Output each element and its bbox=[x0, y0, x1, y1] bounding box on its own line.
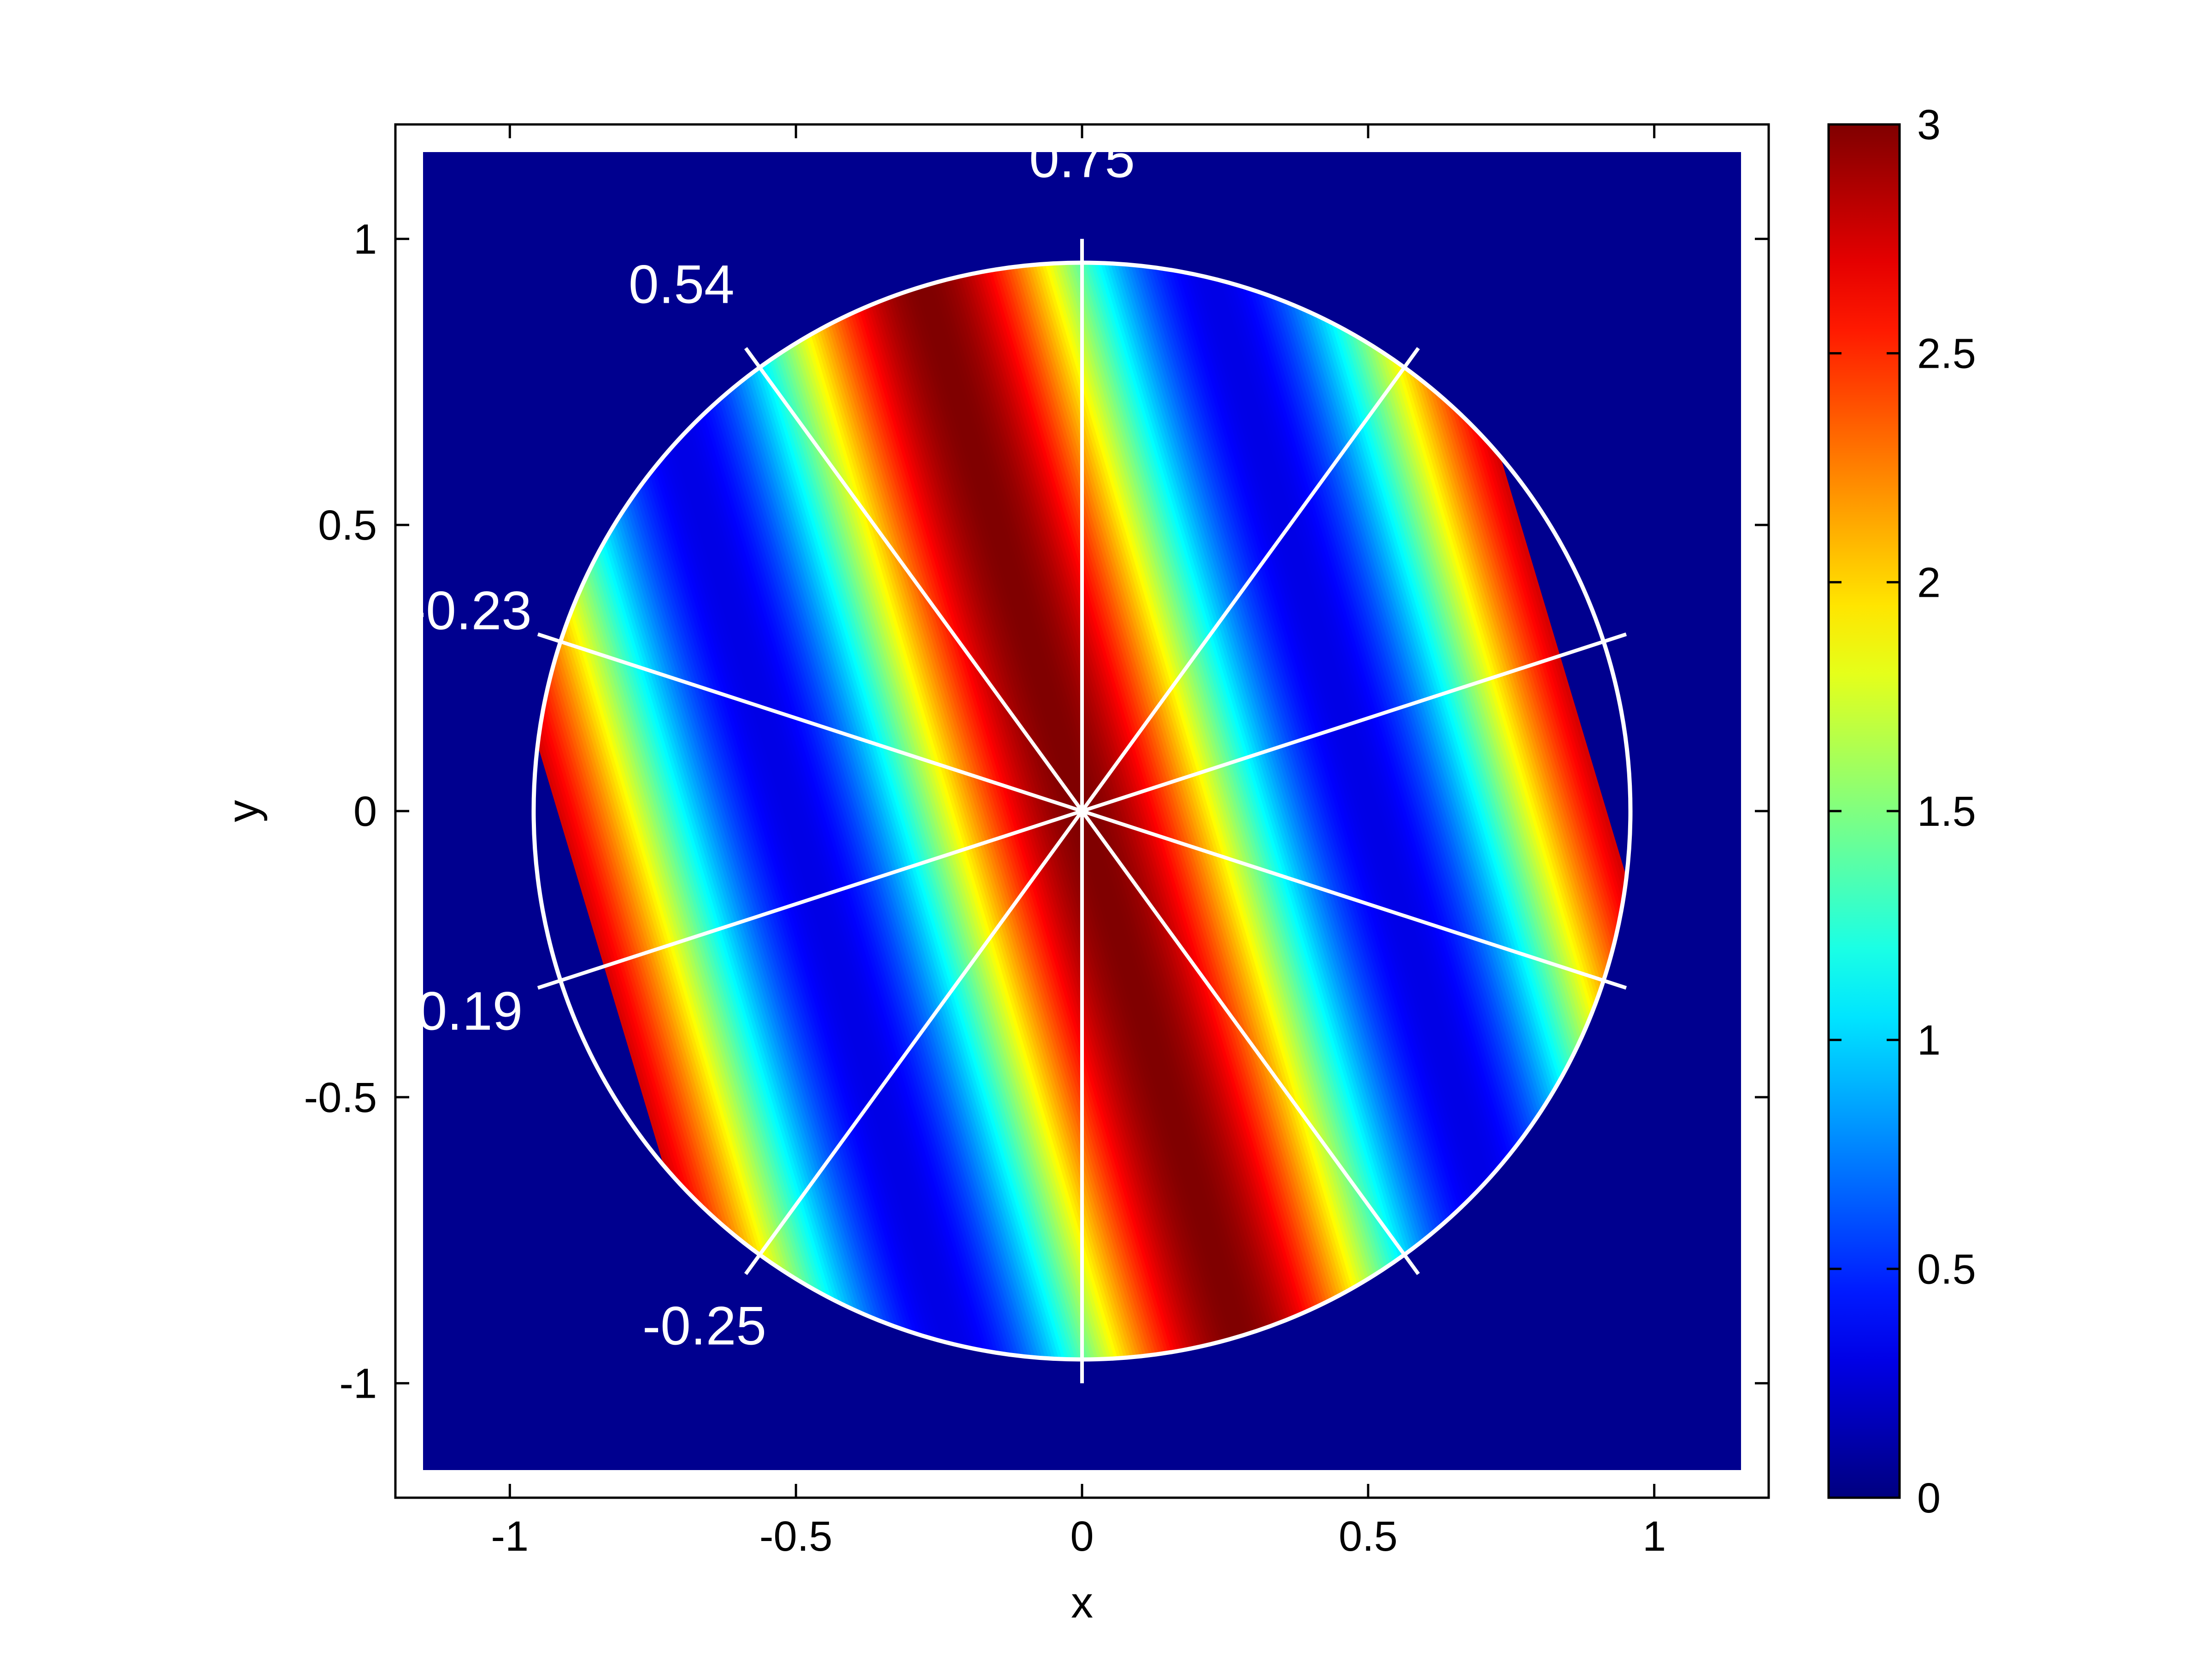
spoke-line bbox=[537, 809, 1083, 990]
x-tick-label: 1 bbox=[1642, 1513, 1666, 1560]
y-tick-label: 0 bbox=[353, 788, 377, 835]
colorbar-ticks bbox=[1829, 123, 1900, 1499]
spoke-line bbox=[1080, 810, 1420, 1275]
spoke-line bbox=[1081, 632, 1627, 813]
heat-band bbox=[1388, 304, 1630, 1359]
plot-area bbox=[423, 152, 1741, 1470]
colorbar: 0 0.5 1 1.5 2 2.5 3 bbox=[1827, 101, 1976, 1522]
heat-band bbox=[1370, 299, 1630, 1359]
spoke-line bbox=[1080, 347, 1420, 812]
heat-band bbox=[1341, 290, 1630, 1359]
spoke-line bbox=[537, 632, 1083, 813]
colorbar-tick-label: 3 bbox=[1917, 101, 1941, 148]
colorbar-tick-label: 2.5 bbox=[1917, 330, 1976, 377]
spoke-line bbox=[744, 810, 1084, 1275]
y-tick-label: 1 bbox=[353, 216, 377, 263]
colorbar-tick-label: 0.5 bbox=[1917, 1246, 1976, 1293]
spoke-line bbox=[744, 347, 1084, 812]
colorbar-tick-label: 1 bbox=[1917, 1017, 1941, 1064]
spoke-value-label: -0.25 bbox=[642, 1296, 766, 1357]
x-axis-tick-labels: -1 -0.5 0 0.5 1 bbox=[491, 1513, 1666, 1560]
x-tick-label: 0.5 bbox=[1339, 1513, 1398, 1560]
heat-band bbox=[1395, 306, 1630, 1359]
y-axis-tick-labels: -1 -0.5 0 0.5 1 bbox=[304, 216, 377, 1407]
heat-band bbox=[1449, 322, 1630, 1359]
heat-band bbox=[1431, 317, 1630, 1359]
spoke-value-label: 0.19 bbox=[417, 981, 523, 1042]
heat-band bbox=[1377, 300, 1630, 1359]
axis-ticks bbox=[395, 124, 1769, 1498]
heat-band bbox=[1352, 293, 1630, 1359]
heat-band bbox=[1356, 294, 1630, 1359]
heat-band bbox=[1334, 288, 1630, 1359]
colorbar-tick-label: 0 bbox=[1917, 1475, 1941, 1522]
colorbar-tick-label: 2 bbox=[1917, 559, 1941, 606]
disk-outline bbox=[531, 260, 1633, 1362]
heat-band bbox=[1402, 308, 1630, 1359]
spoke-labels: 0.75 0.54 -0.23 0.19 -0.25 bbox=[408, 129, 1135, 1357]
heat-band bbox=[1442, 320, 1630, 1359]
heat-band bbox=[1399, 307, 1630, 1359]
spoke-line bbox=[1081, 809, 1627, 990]
y-tick-label: -0.5 bbox=[304, 1074, 377, 1121]
heat-band bbox=[1374, 300, 1630, 1359]
heat-band bbox=[1366, 297, 1630, 1359]
x-axis-label: x bbox=[1071, 1578, 1093, 1627]
heat-band bbox=[1345, 291, 1630, 1359]
colorbar-tick-labels: 0 0.5 1 1.5 2 2.5 3 bbox=[1917, 101, 1976, 1522]
heat-band bbox=[1438, 319, 1630, 1359]
x-tick-label: -1 bbox=[491, 1513, 529, 1560]
y-tick-label: 0.5 bbox=[318, 502, 377, 549]
heat-band bbox=[1435, 318, 1630, 1359]
heat-band bbox=[1446, 321, 1630, 1359]
x-tick-label: -0.5 bbox=[759, 1513, 833, 1560]
heat-band bbox=[1456, 324, 1630, 1359]
heat-band bbox=[1392, 305, 1630, 1359]
heat-band bbox=[1384, 303, 1630, 1359]
heat-band bbox=[1348, 292, 1630, 1359]
heat-band bbox=[1359, 295, 1630, 1359]
x-tick-label: 0 bbox=[1070, 1513, 1094, 1560]
spoke-lines bbox=[537, 239, 1627, 1383]
spoke-value-label: 0.54 bbox=[629, 254, 735, 315]
heat-band bbox=[1381, 302, 1630, 1359]
heat-band bbox=[1338, 289, 1630, 1359]
spoke-value-label: 0.75 bbox=[1029, 129, 1135, 189]
colorbar-tick-label: 1.5 bbox=[1917, 788, 1976, 835]
heat-band bbox=[1363, 296, 1630, 1359]
heat-band bbox=[1453, 323, 1630, 1359]
y-tick-label: -1 bbox=[339, 1360, 377, 1407]
y-axis-label: y bbox=[218, 800, 268, 822]
spoke-value-label: -0.23 bbox=[408, 580, 532, 641]
